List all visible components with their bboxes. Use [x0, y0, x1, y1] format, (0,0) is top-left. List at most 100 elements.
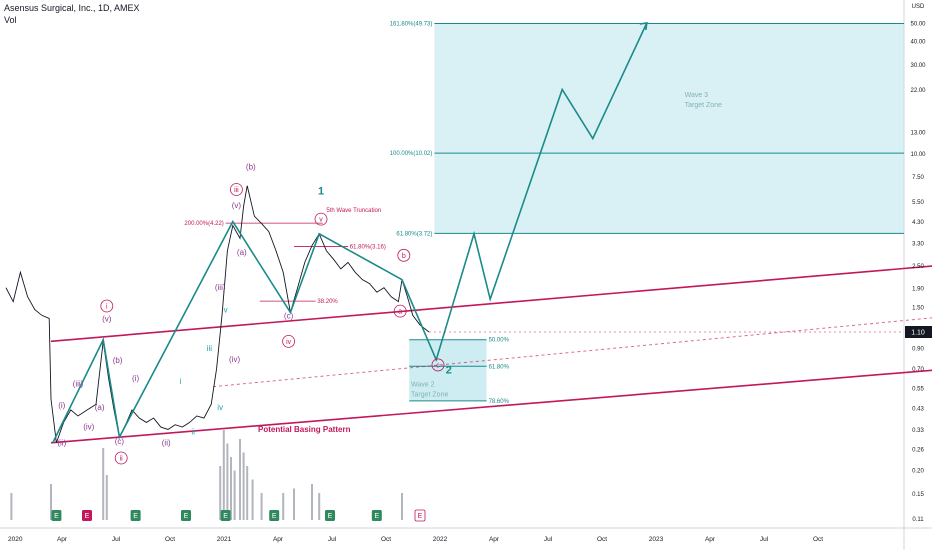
volume-bar: [102, 448, 105, 520]
fib-label: 61.80%(3.16): [350, 245, 386, 251]
wave3-zone-label: Target Zone: [685, 102, 722, 109]
wave-label-circle: [100, 299, 114, 313]
time-tick-label: 2023: [649, 536, 664, 543]
price-tick-label: 10.00: [910, 152, 926, 158]
price-tick-label: 1.90: [912, 286, 924, 292]
wave-label: iv: [286, 339, 292, 346]
wave-label: iii: [234, 187, 239, 194]
price-tick-label: 0.15: [912, 492, 924, 498]
time-tick-label: 2020: [8, 536, 23, 543]
price-tick-label: 0.70: [912, 367, 924, 373]
volume-bar: [318, 493, 321, 520]
time-tick-label: Apr: [489, 536, 500, 543]
earnings-marker: [82, 510, 92, 521]
fib-label: 78.60%: [489, 399, 510, 405]
volume-bar: [10, 493, 13, 520]
volume-bar: [222, 430, 225, 520]
earnings-marker: [130, 510, 141, 521]
wave-label: (ii): [162, 439, 171, 448]
volume-bar: [242, 452, 245, 520]
earnings-marker-label: E: [328, 513, 333, 520]
earnings-marker-label: E: [374, 513, 379, 520]
wave-label: (i): [58, 401, 65, 410]
volume-bar: [50, 484, 52, 520]
wave-label: (a): [95, 403, 105, 412]
wave3-zone-label: Wave 3: [685, 92, 709, 99]
price-tick-label: 22.00: [910, 88, 926, 94]
wave-label: (v): [102, 315, 112, 324]
wave-label: 1: [318, 186, 324, 198]
price-tick-label: 0.20: [912, 469, 924, 475]
volume-bar: [226, 443, 229, 520]
price-tick-label: 5.50: [912, 200, 924, 206]
earnings-marker: [181, 510, 191, 521]
wave-label: v: [319, 217, 323, 224]
wave-label: (i): [132, 374, 139, 383]
wave-label: b: [402, 253, 406, 260]
wave2-zone-label: Wave 2: [411, 382, 435, 389]
price-tick-label: 50.00: [910, 22, 926, 28]
price-line: [5, 185, 430, 443]
wave2-zone-label: Target Zone: [411, 392, 448, 399]
last-price-label: 1.10: [911, 330, 925, 337]
price-axis-unit: USD: [912, 4, 925, 10]
earnings-marker: [325, 510, 335, 521]
price-tick-label: 30.00: [910, 63, 926, 69]
price-tick-label: 1.50: [912, 305, 924, 311]
channel-line-mid-dashed: [212, 317, 932, 388]
time-tick-label: Jul: [328, 536, 337, 543]
volume-bar: [219, 466, 222, 520]
wave-label: iii: [207, 344, 213, 353]
time-tick-label: Oct: [813, 536, 823, 543]
wave-label: a: [398, 309, 402, 316]
volume-bar: [311, 484, 313, 520]
earnings-marker-label: E: [272, 513, 277, 520]
wave-label: (iii): [215, 283, 226, 292]
wave-label: (b): [113, 356, 123, 365]
price-tick-label: 13.00: [910, 131, 926, 137]
fib-label: 200.00%(4.22): [184, 221, 223, 227]
channel-line-upper: [50, 265, 932, 343]
volume-bar: [260, 493, 263, 520]
price-tick-label: 2.50: [912, 264, 924, 270]
earnings-marker: [414, 509, 426, 522]
wave-projection-line: [52, 22, 648, 444]
price-tick-label: 3.30: [912, 242, 924, 248]
earnings-marker: [51, 510, 62, 521]
wave-label-circle: [229, 183, 243, 196]
price-tick-label: 4.30: [912, 220, 924, 226]
wave-label-circle: [431, 358, 445, 372]
fib-label: 161.80%(49.73): [390, 21, 433, 27]
price-tick-label: 0.33: [912, 428, 924, 434]
earnings-marker: [371, 510, 382, 521]
wave-arrowhead: [639, 22, 648, 31]
wave-label: 2: [446, 364, 452, 376]
channel-line-lower: [50, 369, 932, 444]
price-tick-label: 0.26: [912, 447, 924, 453]
fib-label: 50.00%: [489, 338, 510, 344]
wave-label-circle: [397, 248, 411, 262]
volume-bar: [233, 470, 236, 520]
fib-label: 100.00%(10.02): [390, 151, 433, 157]
wave-label: v: [224, 305, 228, 314]
volume-bar: [251, 479, 254, 520]
last-price-tag: [905, 326, 932, 338]
wave3-target-zone: [434, 23, 904, 234]
wave-label: (c): [284, 311, 294, 320]
wave2-target-zone: [409, 339, 487, 401]
basing-pattern-label: Potential Basing Pattern: [258, 425, 351, 434]
wave-label: i: [180, 377, 182, 386]
time-tick-label: Apr: [705, 536, 716, 543]
volume-bar: [105, 475, 108, 520]
price-tick-label: 0.55: [912, 387, 924, 393]
volume-bar: [239, 439, 241, 520]
volume-bar: [246, 466, 249, 520]
earnings-marker-label: E: [418, 513, 423, 520]
wave-label: ii: [120, 455, 124, 462]
wave-label: (c): [115, 437, 125, 446]
chart-title: Asensus Surgical, Inc., 1D, AMEX: [4, 3, 140, 13]
wave-label-circle: [314, 212, 328, 226]
time-tick-label: Jul: [760, 536, 769, 543]
